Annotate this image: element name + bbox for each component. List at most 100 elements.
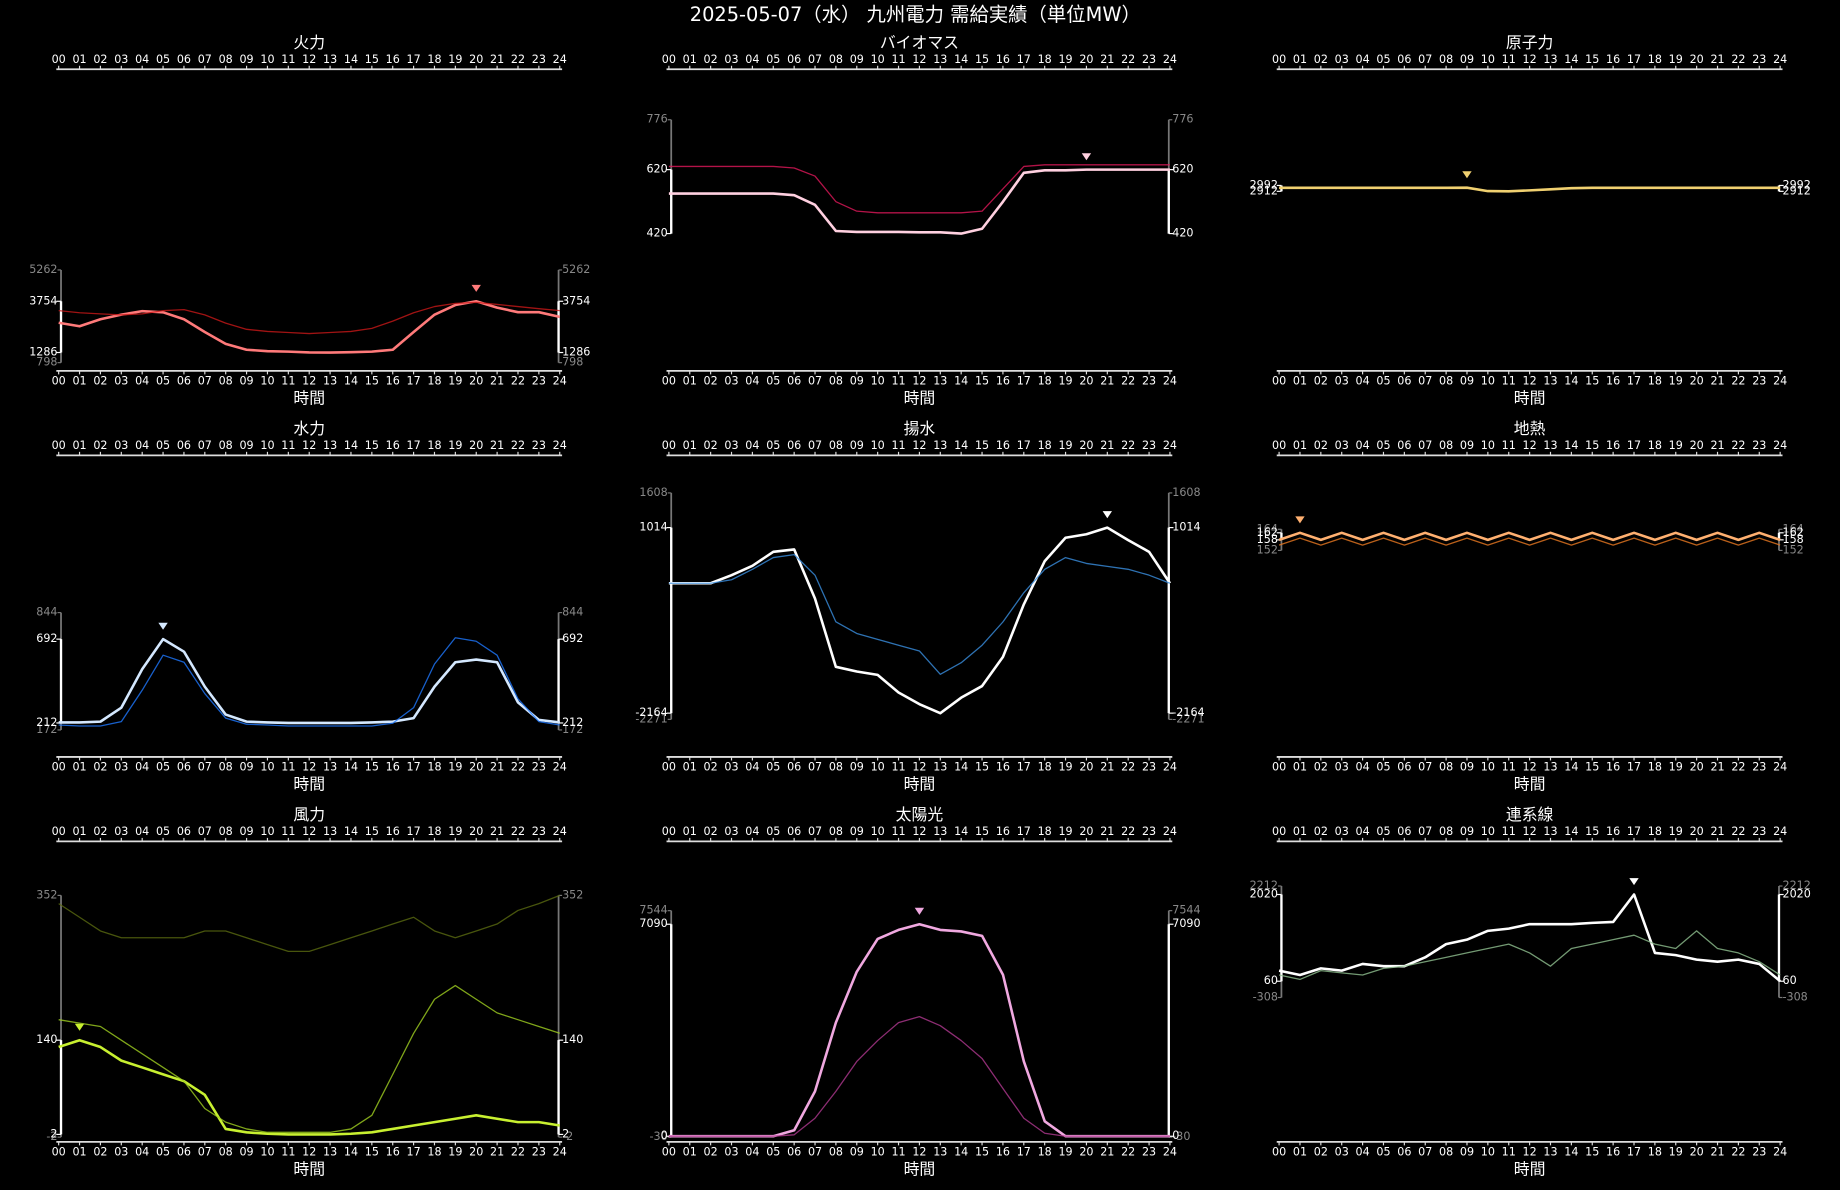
peak-marker xyxy=(74,1023,85,1031)
x-tick-label: 13 xyxy=(323,1145,337,1158)
history-line xyxy=(668,1015,1170,1137)
x-tick-label: 20 xyxy=(1079,1145,1093,1158)
x-tick-label: 08 xyxy=(219,53,233,66)
x-tick-label: 04 xyxy=(745,1145,759,1158)
x-tick-label: 08 xyxy=(219,1145,233,1158)
x-tick-label: 14 xyxy=(954,825,968,838)
x-tick-label: 18 xyxy=(1648,374,1662,387)
x-tick-label: 09 xyxy=(850,53,864,66)
x-tick-label: 23 xyxy=(1752,439,1766,452)
x-tick-label: 01 xyxy=(683,374,697,387)
x-tick-label: 04 xyxy=(745,53,759,66)
y-tick-label: 1286 xyxy=(29,346,57,359)
x-tick-label: 07 xyxy=(198,439,212,452)
x-tick-label: 19 xyxy=(1669,374,1683,387)
x-tick-label: 19 xyxy=(1058,374,1072,387)
x-tick-label: 17 xyxy=(1627,374,1641,387)
x-tick-label: 07 xyxy=(808,1145,822,1158)
x-tick-label: 16 xyxy=(996,760,1010,773)
x-tick-label: 15 xyxy=(365,374,379,387)
today-line xyxy=(58,299,561,354)
x-tick-label: 20 xyxy=(1690,439,1704,452)
x-tick-label: 09 xyxy=(239,760,253,773)
x-tick-label: 07 xyxy=(808,760,822,773)
x-tick-label: 21 xyxy=(1710,374,1724,387)
x-tick-label: 09 xyxy=(1460,439,1474,452)
x-tick-label: 00 xyxy=(662,825,676,838)
x-tick-label: 22 xyxy=(1121,53,1135,66)
x-tick-label: 11 xyxy=(891,374,905,387)
x-tick-label: 15 xyxy=(365,825,379,838)
x-tick-label: 06 xyxy=(787,1145,801,1158)
x-tick-label: 03 xyxy=(1335,374,1349,387)
x-tick-label: 12 xyxy=(1523,53,1537,66)
x-axis-label: 時間 xyxy=(904,775,936,794)
x-tick-label: 21 xyxy=(1100,760,1114,773)
x-tick-label: 05 xyxy=(766,374,780,387)
y-tick-label: 2 xyxy=(562,1127,569,1140)
y-tick-label: 1014 xyxy=(1172,521,1200,534)
x-tick-label: 18 xyxy=(427,53,441,66)
x-tick-label: 03 xyxy=(1335,1145,1349,1158)
x-tick-label: 16 xyxy=(1606,53,1620,66)
x-tick-label: 03 xyxy=(1335,439,1349,452)
x-tick-label: 23 xyxy=(532,1145,546,1158)
x-tick-label: 08 xyxy=(219,760,233,773)
x-tick-label: 16 xyxy=(386,825,400,838)
x-tick-label: 00 xyxy=(52,760,66,773)
x-tick-label: 02 xyxy=(704,374,718,387)
x-tick-label: 06 xyxy=(1397,1145,1411,1158)
x-tick-label: 02 xyxy=(704,1145,718,1158)
x-tick-label: 14 xyxy=(344,439,358,452)
y-tick-label: 3754 xyxy=(29,294,57,307)
x-tick-label: 02 xyxy=(1314,760,1328,773)
x-tick-label: 07 xyxy=(808,53,822,66)
x-tick-label: 11 xyxy=(1502,374,1516,387)
x-tick-label: 23 xyxy=(1142,760,1156,773)
x-tick-label: 20 xyxy=(469,374,483,387)
x-tick-label: 14 xyxy=(954,1145,968,1158)
x-tick-label: 03 xyxy=(724,439,738,452)
x-tick-label: 02 xyxy=(1314,1145,1328,1158)
x-tick-label: 15 xyxy=(1585,1145,1599,1158)
x-tick-label: 04 xyxy=(745,439,759,452)
x-tick-label: 21 xyxy=(1710,825,1724,838)
x-tick-label: 13 xyxy=(933,53,947,66)
x-tick-label: 20 xyxy=(1079,760,1093,773)
y-range-label: -308 xyxy=(1782,991,1807,1004)
x-tick-label: 19 xyxy=(448,825,462,838)
x-tick-label: 10 xyxy=(871,825,885,838)
x-tick-label: 08 xyxy=(219,439,233,452)
x-tick-label: 12 xyxy=(1523,374,1537,387)
x-tick-label: 18 xyxy=(1038,439,1052,452)
x-tick-label: 00 xyxy=(1272,760,1286,773)
x-tick-label: 24 xyxy=(1773,53,1787,66)
x-tick-label: 09 xyxy=(1460,760,1474,773)
x-tick-label: 11 xyxy=(891,1145,905,1158)
x-tick-label: 13 xyxy=(933,825,947,838)
x-tick-label: 20 xyxy=(1690,760,1704,773)
x-tick-label: 14 xyxy=(1564,439,1578,452)
x-tick-label: 12 xyxy=(302,439,316,452)
y-range-label: 5262 xyxy=(562,263,590,276)
y-tick-label: 2 xyxy=(50,1127,57,1140)
x-tick-label: 08 xyxy=(829,825,843,838)
x-tick-label: 10 xyxy=(871,53,885,66)
x-tick-label: 13 xyxy=(933,760,947,773)
y-range-label: -30 xyxy=(650,1130,668,1143)
x-tick-label: 13 xyxy=(323,439,337,452)
x-tick-label: 00 xyxy=(1272,825,1286,838)
x-tick-label: 07 xyxy=(198,760,212,773)
x-tick-label: 20 xyxy=(1690,825,1704,838)
y-tick-label: 2912 xyxy=(1782,184,1810,197)
y-tick-label: 0 xyxy=(1172,1129,1179,1142)
x-tick-label: 10 xyxy=(260,374,274,387)
x-tick-label: 22 xyxy=(1731,439,1745,452)
x-tick-label: 02 xyxy=(93,825,107,838)
x-axis-label: 時間 xyxy=(293,389,325,408)
x-tick-label: 19 xyxy=(1058,439,1072,452)
x-tick-label: 05 xyxy=(1376,374,1390,387)
x-tick-label: 02 xyxy=(1314,439,1328,452)
x-tick-label: 22 xyxy=(1731,1145,1745,1158)
